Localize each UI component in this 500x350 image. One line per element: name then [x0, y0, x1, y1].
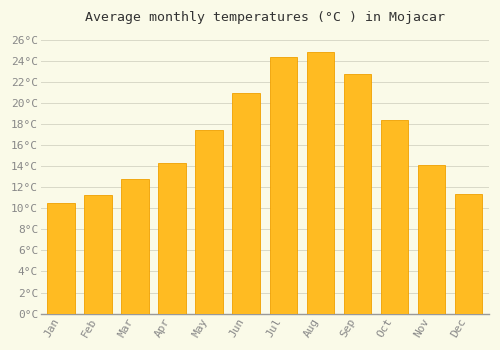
Bar	[454, 194, 482, 314]
Bar	[418, 165, 446, 314]
Bar	[232, 93, 260, 314]
Bar	[196, 131, 223, 314]
Bar	[158, 163, 186, 314]
Bar	[122, 179, 149, 314]
Bar	[84, 195, 112, 314]
Bar	[344, 74, 371, 314]
Bar	[270, 57, 297, 314]
Bar	[48, 203, 75, 314]
Bar	[306, 51, 334, 314]
Bar	[380, 120, 408, 314]
Title: Average monthly temperatures (°C ) in Mojacar: Average monthly temperatures (°C ) in Mo…	[85, 11, 445, 24]
